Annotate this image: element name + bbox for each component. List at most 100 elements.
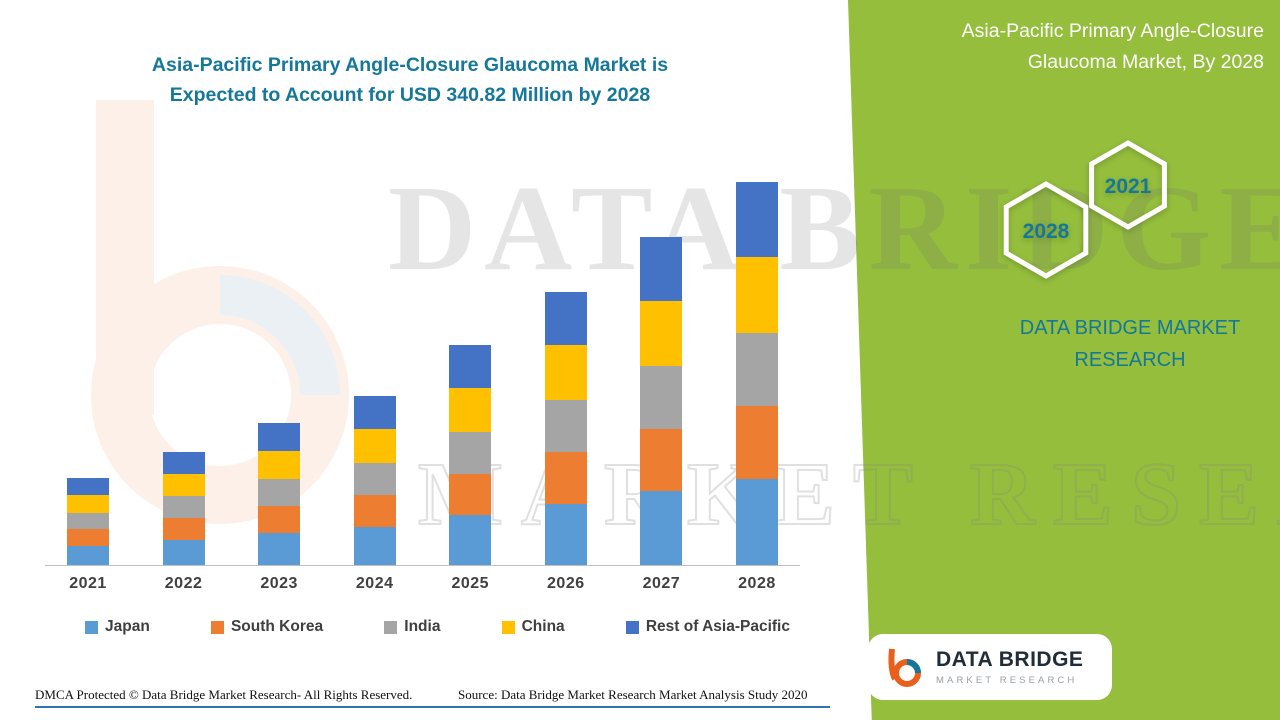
legend-swatch-japan — [85, 620, 98, 634]
bar-segment-south-korea — [258, 506, 301, 534]
side-panel-title-line2: Glaucoma Market, By 2028 — [1027, 51, 1264, 74]
bar-group-2023: 2023 — [248, 165, 310, 615]
page-title-line2: Expected to Account for USD 340.82 Milli… — [169, 84, 651, 107]
legend-label-japan: Japan — [105, 618, 150, 635]
bar-segment-china — [162, 473, 205, 497]
page-title-line1: Asia-Pacific Primary Angle-Closure Glauc… — [151, 54, 669, 76]
bar-group-2024: 2024 — [344, 165, 406, 615]
bar-segment-china — [640, 300, 683, 367]
watermark-logo — [91, 100, 349, 524]
side-panel-title: Asia-Pacific Primary Angle-Closure Glauc… — [869, 16, 1264, 78]
bar-segment-rest-of-asia-pacific — [544, 291, 587, 346]
stacked-bar-2027 — [640, 236, 683, 565]
databridge-logo-card: DATA BRIDGE MARKET RESEARCH — [868, 634, 1112, 700]
bar-segment-japan — [67, 545, 109, 565]
legend-swatch-south-korea — [210, 620, 224, 634]
bar-group-2022: 2022 — [153, 165, 215, 615]
x-axis-label: 2027 — [642, 575, 681, 592]
bar-group-2027: 2027 — [630, 165, 692, 615]
hexagon-2021-label: 2021 — [1105, 175, 1152, 198]
legend-label-india: India — [404, 618, 441, 635]
legend-label-south-korea: South Korea — [230, 618, 324, 635]
legend-swatch-india — [384, 620, 398, 634]
bar-segment-japan — [353, 527, 396, 565]
bar-segment-china — [67, 495, 109, 513]
x-axis-label: 2024 — [355, 575, 394, 592]
x-axis-label: 2023 — [260, 575, 298, 592]
stacked-bar-chart: 2021 2022 2023 2024 2025 2026 2027 2028 — [45, 165, 800, 615]
side-panel-brand-line1: DATA BRIDGE MARKET — [1019, 317, 1241, 339]
year-hexagons: 2028 2021 — [1003, 140, 1167, 279]
hexagon-2021-outline — [1089, 140, 1167, 230]
logo-brand-name: DATA BRIDGE — [936, 648, 1084, 671]
hexagon-2028: 2028 — [1003, 181, 1089, 279]
bar-segment-japan — [162, 539, 205, 565]
green-side-panel — [848, 0, 1280, 720]
x-axis-label: 2026 — [547, 575, 585, 592]
bar-segment-india — [162, 496, 205, 518]
bar-segment-india — [640, 366, 683, 429]
hexagon-2028-label: 2028 — [1023, 220, 1070, 243]
bar-groups: 2021 2022 2023 2024 2025 2026 2027 2028 — [45, 165, 800, 615]
databridge-logo-text: DATA BRIDGE MARKET RESEARCH — [936, 648, 1083, 686]
hexagon-2021: 2021 — [1089, 140, 1167, 230]
x-axis-label: 2022 — [164, 575, 203, 592]
legend-label-rest-of-asia-pacific: Rest of Asia-Pacific — [645, 618, 790, 635]
bar-segment-south-korea — [640, 428, 683, 492]
legend-item-japan: Japan — [85, 618, 150, 636]
legend-swatch-rest-of-asia-pacific — [625, 620, 639, 634]
legend-swatch-china — [501, 620, 515, 634]
page-title: Asia-Pacific Primary Angle-Closure Glauc… — [60, 50, 760, 110]
bar-segment-rest-of-asia-pacific — [162, 451, 205, 474]
x-axis-label: 2028 — [738, 575, 776, 592]
bar-segment-china — [258, 451, 301, 480]
logo-accent — [906, 659, 921, 674]
bar-segment-india — [258, 479, 301, 507]
side-panel-brand-line2: RESEARCH — [1074, 349, 1186, 371]
logo-brand-subtitle: MARKET RESEARCH — [936, 675, 1078, 686]
footer-divider — [35, 706, 830, 708]
bar-segment-south-korea — [162, 517, 205, 540]
bar-segment-japan — [544, 503, 587, 565]
bar-segment-india — [67, 512, 109, 530]
bar-segment-japan — [258, 533, 301, 565]
stacked-bar-2021 — [67, 478, 109, 565]
x-axis-label: 2025 — [451, 575, 490, 592]
bar-segment-rest-of-asia-pacific — [640, 236, 683, 301]
bar-group-2026: 2026 — [535, 165, 597, 615]
bar-segment-china — [544, 345, 587, 400]
bar-segment-india — [353, 462, 396, 495]
legend-item-china: China — [501, 618, 565, 636]
bar-segment-japan — [449, 515, 492, 565]
watermark-logo-accent — [219, 275, 340, 396]
bar-segment-china — [449, 387, 492, 432]
bar-segment-rest-of-asia-pacific — [353, 396, 396, 430]
bar-group-2025: 2025 — [439, 165, 501, 615]
side-panel-brand: DATA BRIDGE MARKET RESEARCH — [985, 312, 1275, 376]
stacked-bar-2022 — [162, 451, 205, 565]
stacked-bar-2024 — [353, 396, 396, 565]
x-axis-label: 2021 — [69, 575, 107, 592]
stacked-bar-2025 — [449, 344, 492, 565]
stacked-bar-2026 — [544, 291, 587, 565]
x-axis-line — [45, 565, 800, 566]
watermark-text-databridge: DATA BRIDGE — [388, 161, 1280, 296]
legend-label-china: China — [521, 618, 565, 635]
bar-segment-japan — [735, 478, 778, 565]
bar-segment-rest-of-asia-pacific — [735, 182, 778, 257]
chart-legend: Japan South Korea India China Rest of Asia-P… — [85, 618, 790, 636]
bar-segment-south-korea — [735, 406, 778, 479]
footer-source: Source: Data Bridge Market Research Mark… — [458, 687, 808, 702]
bar-segment-south-korea — [449, 473, 492, 516]
footer-copyright: DMCA Protected © Data Bridge Market Rese… — [35, 687, 413, 702]
stacked-bar-2023 — [258, 423, 301, 565]
bar-segment-india — [449, 431, 492, 474]
bar-segment-south-korea — [67, 529, 109, 546]
bar-segment-japan — [640, 491, 683, 565]
legend-item-rest-of-asia-pacific: Rest of Asia-Pacific — [625, 618, 790, 636]
hexagon-2028-outline — [1003, 181, 1089, 279]
databridge-logo-icon — [888, 648, 921, 687]
bar-group-2028: 2028 — [726, 165, 788, 615]
legend-item-south-korea: South Korea — [210, 618, 324, 636]
bar-segment-india — [544, 399, 587, 452]
